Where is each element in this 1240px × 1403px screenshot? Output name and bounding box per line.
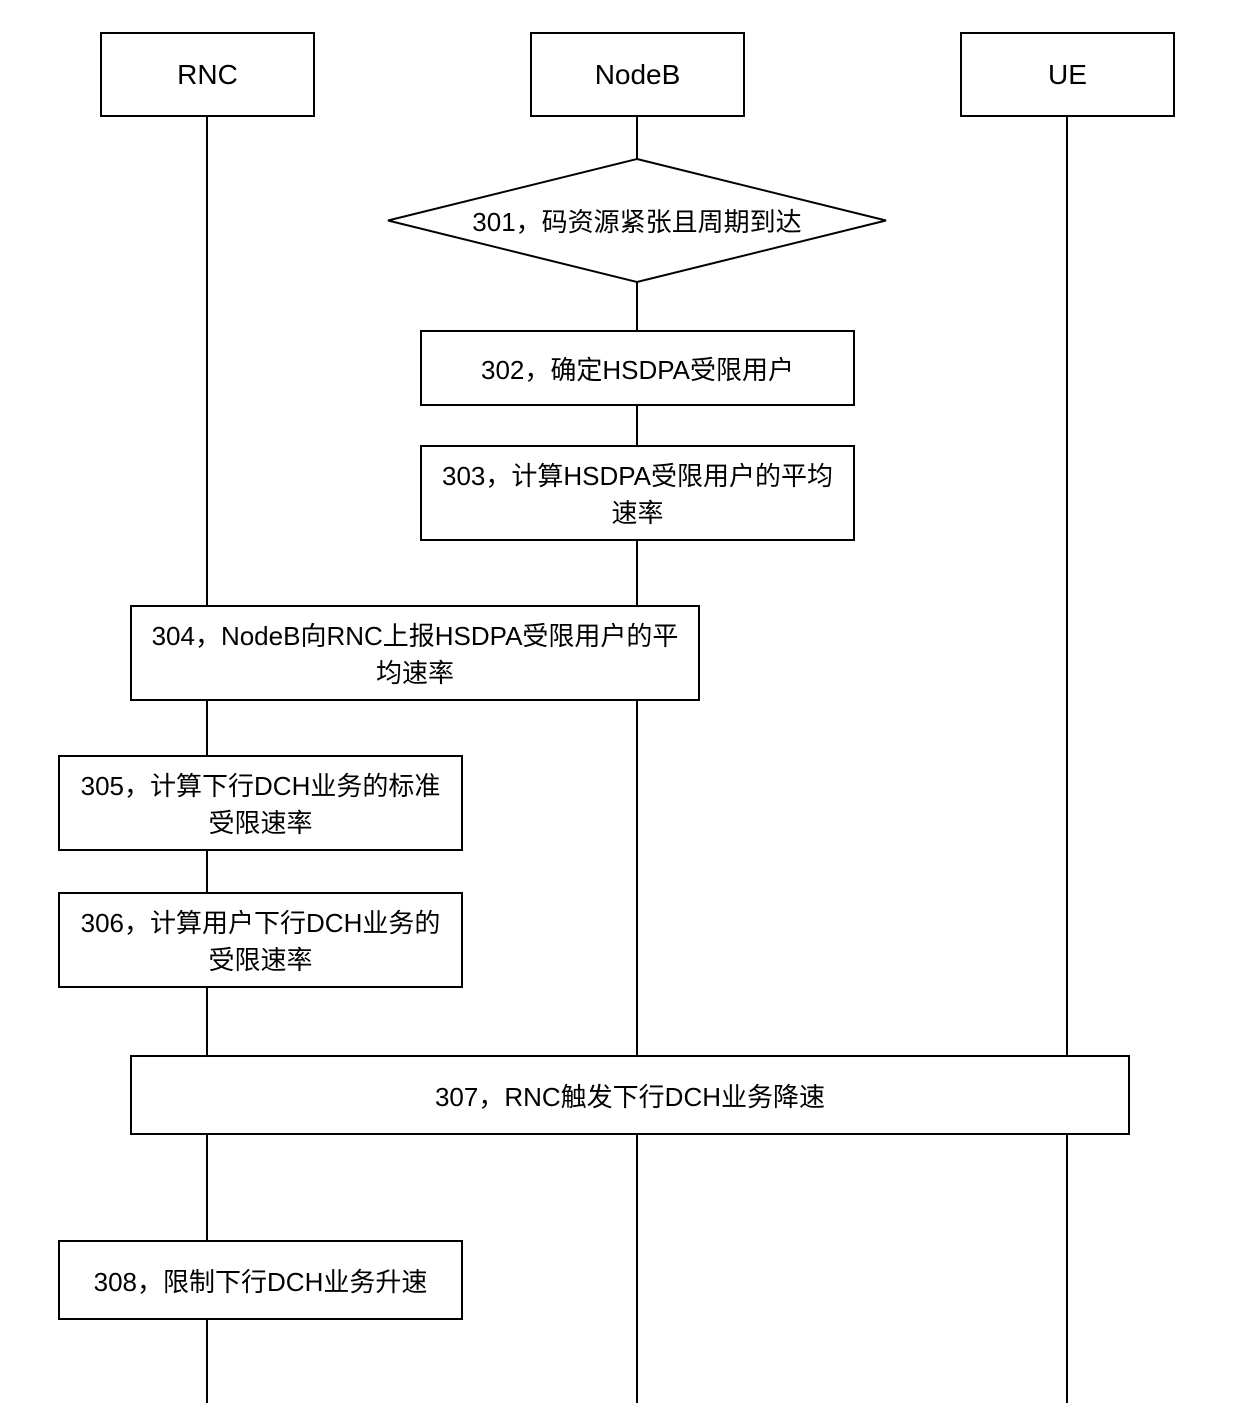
actor-nodeb-label: NodeB [595, 59, 681, 91]
step-302-label: 302，确定HSDPA受限用户 [481, 350, 794, 387]
step-304-label: 304，NodeB向RNC上报HSDPA受限用户的平均速率 [140, 616, 690, 690]
step-308-label: 308，限制下行DCH业务升速 [94, 1262, 428, 1299]
step-302: 302，确定HSDPA受限用户 [420, 330, 855, 406]
actor-nodeb: NodeB [530, 32, 745, 117]
step-305: 305，计算下行DCH业务的标准受限速率 [58, 755, 463, 851]
lifeline-ue [1066, 117, 1068, 1403]
actor-rnc-label: RNC [177, 59, 238, 91]
actor-ue-label: UE [1048, 59, 1087, 91]
connector-s302-s303 [636, 406, 638, 445]
step-308: 308，限制下行DCH业务升速 [58, 1240, 463, 1320]
step-306-label: 306，计算用户下行DCH业务的受限速率 [68, 903, 453, 977]
step-307-label: 307，RNC触发下行DCH业务降速 [435, 1077, 825, 1114]
decision-301: 301，码资源紧张且周期到达 [387, 158, 887, 283]
actor-rnc: RNC [100, 32, 315, 117]
step-306: 306，计算用户下行DCH业务的受限速率 [58, 892, 463, 988]
step-307: 307，RNC触发下行DCH业务降速 [130, 1055, 1130, 1135]
step-304: 304，NodeB向RNC上报HSDPA受限用户的平均速率 [130, 605, 700, 701]
decision-301-label: 301，码资源紧张且周期到达 [472, 202, 801, 239]
step-305-label: 305，计算下行DCH业务的标准受限速率 [68, 766, 453, 840]
step-303-label: 303，计算HSDPA受限用户的平均速率 [430, 456, 845, 530]
actor-ue: UE [960, 32, 1175, 117]
step-303: 303，计算HSDPA受限用户的平均速率 [420, 445, 855, 541]
connector-d301-s302 [636, 282, 638, 330]
